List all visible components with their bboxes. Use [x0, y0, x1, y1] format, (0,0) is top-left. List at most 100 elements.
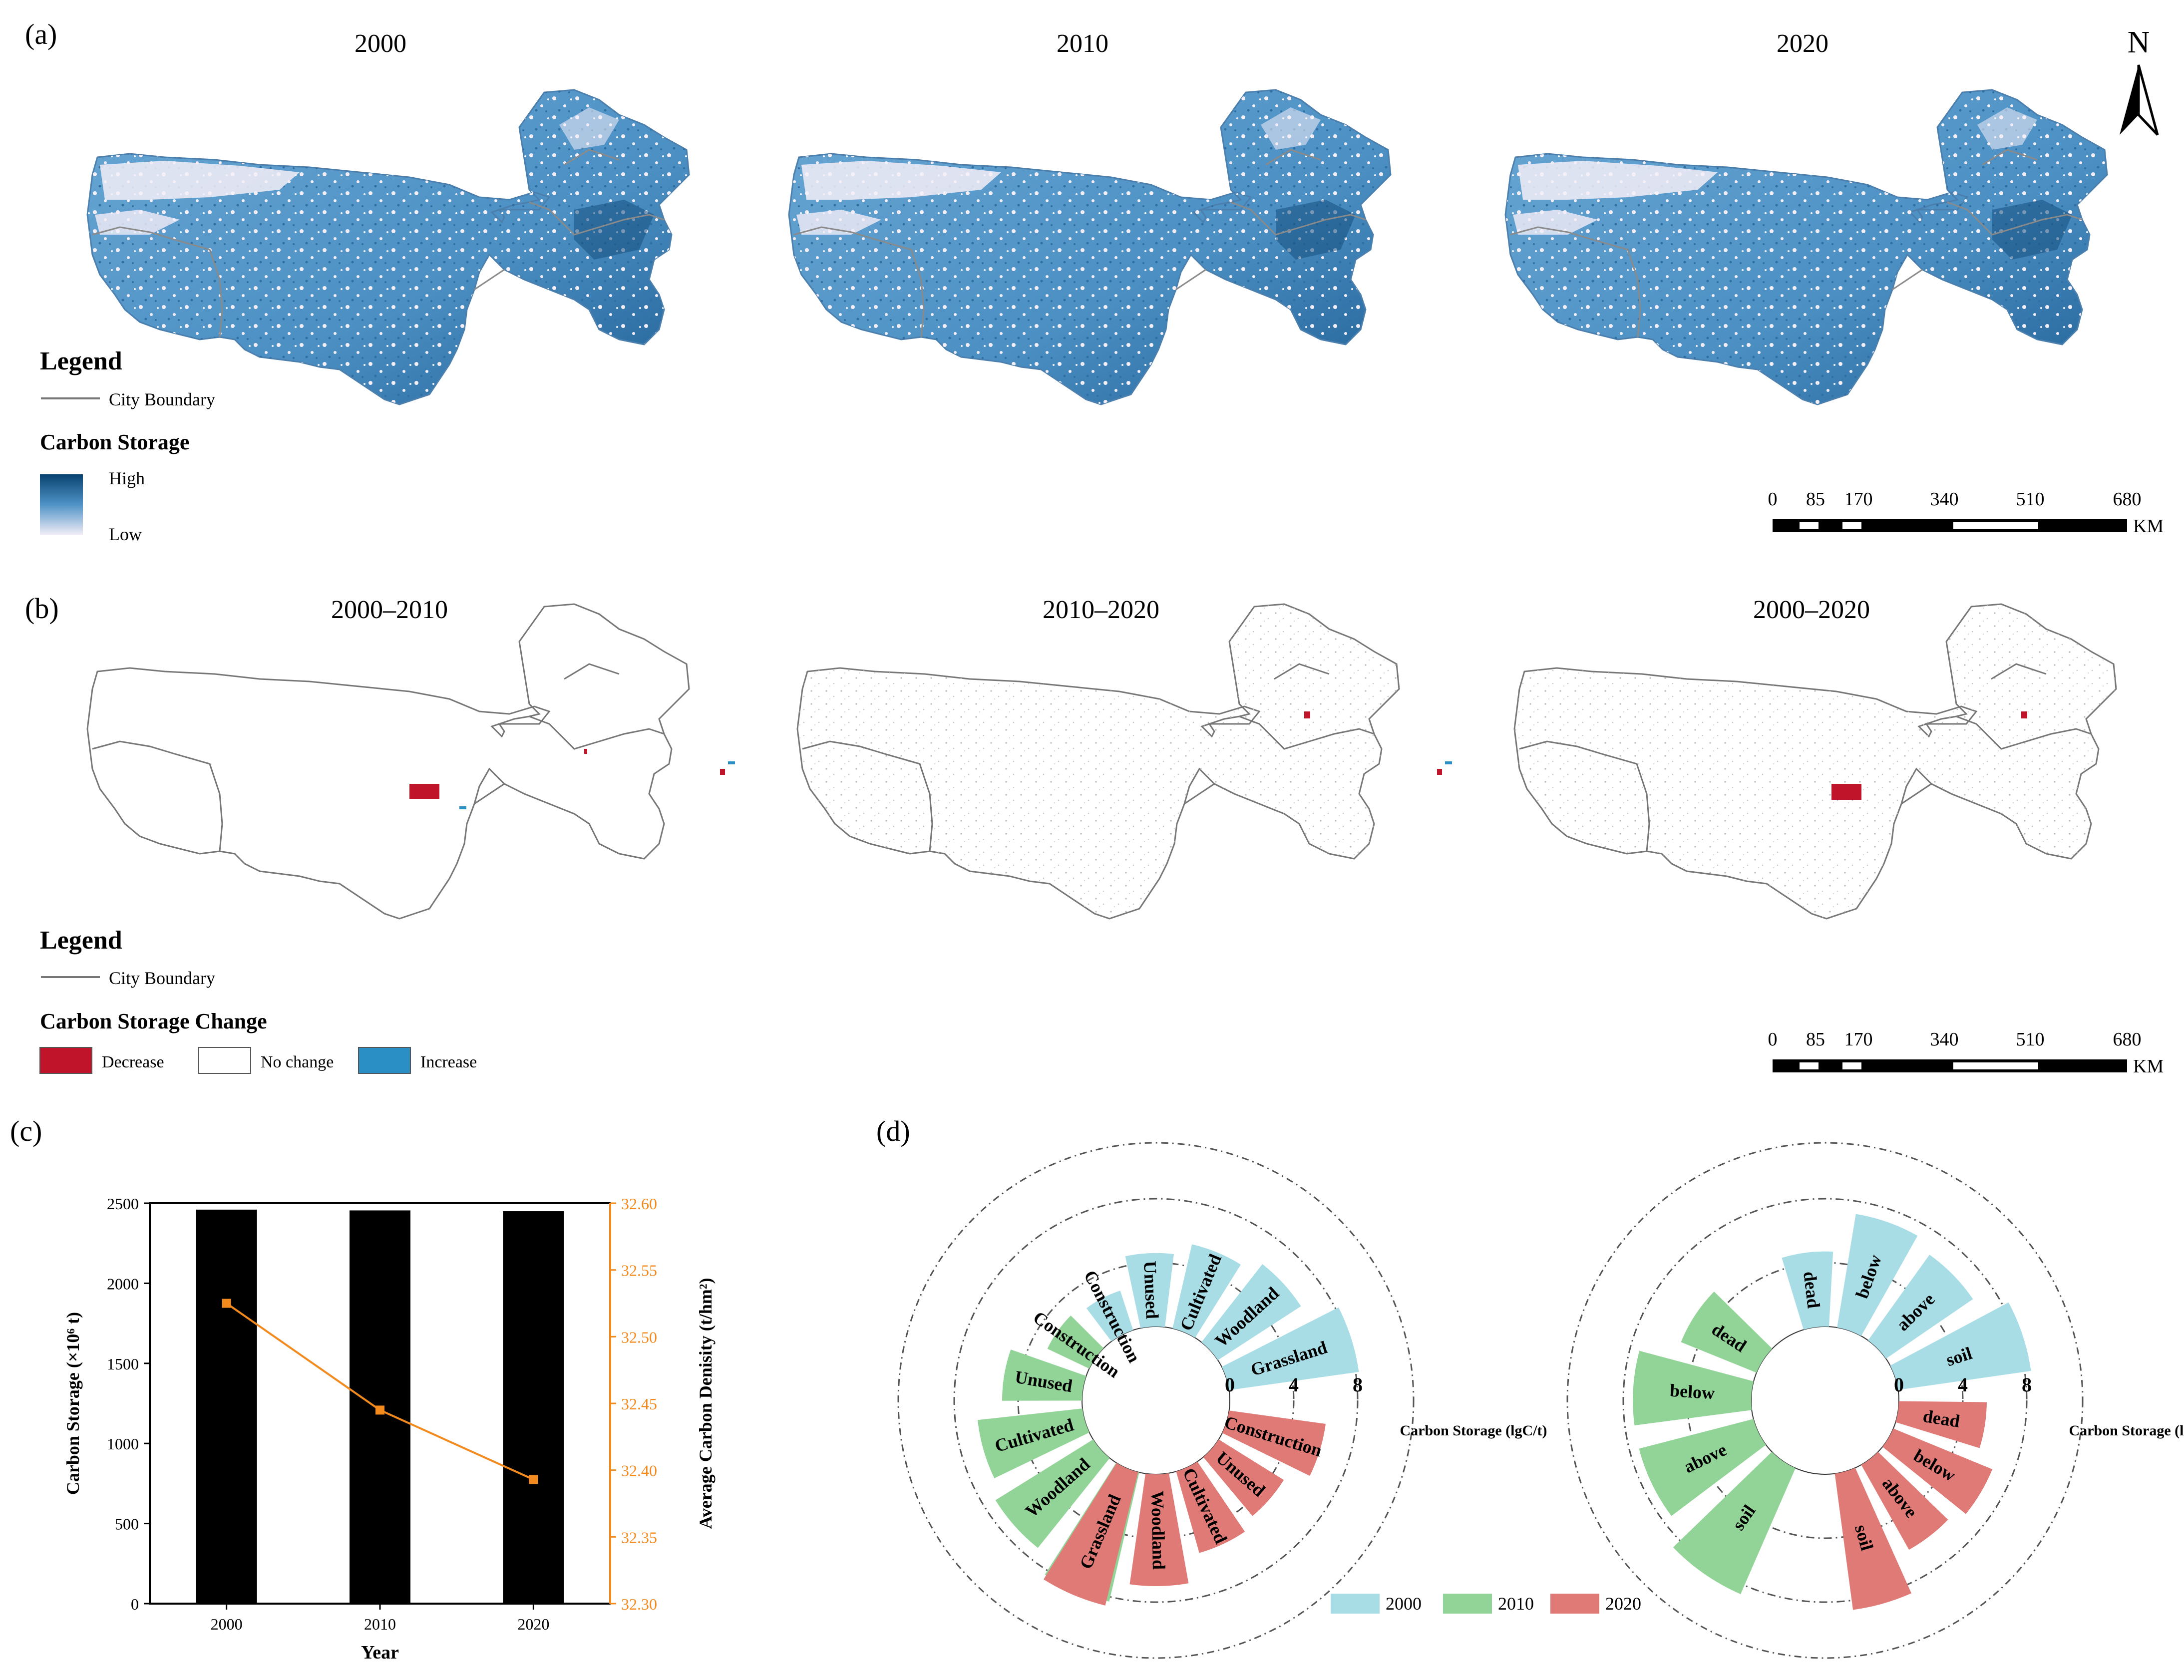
- legend-swatch-2000: [1331, 1594, 1380, 1614]
- scale-tick-340: 340: [1930, 489, 1959, 510]
- north-arrow: N: [2120, 25, 2159, 136]
- bar-2010-Unused: [1002, 1349, 1087, 1401]
- decrease-patch: [1437, 769, 1442, 775]
- city-boundary: [1901, 783, 1932, 805]
- bar-2000-Unused: [1125, 1253, 1174, 1329]
- carbon-change-maps: [86, 603, 2117, 920]
- city-boundary: [1510, 226, 1641, 337]
- bar-2000-Construction: [1086, 1291, 1133, 1342]
- city-boundary: [1265, 149, 1321, 166]
- legend-a-title: Legend: [40, 347, 122, 375]
- scale-bar-segment: [1953, 522, 2038, 529]
- guide-circle: [953, 1198, 1359, 1603]
- y2-tick-label: 32.30: [621, 1595, 657, 1613]
- bar-2000: [196, 1209, 257, 1604]
- bar-2020-below: [1882, 1428, 1993, 1514]
- high-storage-area: [1276, 200, 1356, 260]
- scale-tick-0: 0: [1768, 1029, 1778, 1050]
- increase-patch: [459, 806, 466, 809]
- x-tick-label: 2020: [517, 1615, 549, 1633]
- city-boundary: [529, 201, 665, 236]
- bar-2000-Grassland: [1221, 1307, 1359, 1390]
- scale-unit: KM: [2133, 516, 2164, 537]
- y2-tick-label: 32.40: [621, 1462, 657, 1480]
- low-storage-area: [100, 161, 300, 200]
- decrease-patch: [584, 749, 587, 754]
- city-boundary: [1230, 201, 1366, 236]
- scale-tick-85: 85: [1806, 489, 1825, 510]
- low-label: Low: [109, 524, 142, 544]
- low-storage-area: [801, 161, 1001, 200]
- low-storage-area: [1977, 107, 2037, 150]
- city-boundary: [802, 740, 933, 852]
- city-boundary: [1239, 715, 1375, 750]
- bar-2020-Cultivated: [1176, 1461, 1245, 1553]
- inner-circle: [1082, 1326, 1230, 1475]
- nochange-label: No change: [261, 1053, 334, 1071]
- radial-tick-0: 0: [1225, 1373, 1235, 1396]
- panel-c-label: (c): [10, 1115, 42, 1147]
- carbon-storage-gradient: [40, 474, 83, 535]
- bar-2020-Unused: [1203, 1439, 1284, 1516]
- bar-2020-dead: [1895, 1401, 1987, 1448]
- scale-tick-510: 510: [2016, 489, 2045, 510]
- city-boundary: [1956, 715, 2092, 750]
- radial-axis-label: Carbon Storage (lgC/t): [1400, 1422, 1547, 1439]
- y2-tick-label: 32.50: [621, 1328, 657, 1346]
- year-2020-title: 2020: [1777, 29, 1828, 58]
- carbon-change-legend-title: Carbon Storage Change: [40, 1009, 267, 1033]
- radial-tick-4: 4: [1289, 1373, 1299, 1396]
- y2-tick-label: 32.35: [621, 1528, 657, 1546]
- y2-tick-label: 32.45: [621, 1395, 657, 1413]
- city-boundary: [474, 269, 505, 291]
- radial-tick-8: 8: [2022, 1373, 2032, 1396]
- city-boundary: [474, 783, 505, 805]
- y-tick-label: 500: [115, 1515, 139, 1533]
- bar-label-2000-dead: dead: [1800, 1270, 1824, 1309]
- radial-tick-8: 8: [1353, 1373, 1363, 1396]
- bar-2020-soil: [1834, 1468, 1912, 1610]
- city-boundary: [1982, 149, 2038, 166]
- increase-swatch: [358, 1047, 411, 1074]
- x-tick-label: 2000: [211, 1615, 243, 1633]
- inner-circle: [1751, 1326, 1899, 1475]
- bar-2020-above: [1861, 1452, 1948, 1550]
- legend-label-2000: 2000: [1386, 1594, 1422, 1614]
- x-tick-label: 2010: [364, 1615, 396, 1633]
- change-map-0: [86, 603, 690, 920]
- scale-bar-a: 0 85 170 340 510 680 KM: [1768, 489, 2164, 537]
- bar-2020-Woodland: [1129, 1473, 1189, 1586]
- year-2010-title: 2010: [1057, 29, 1108, 58]
- decrease-label: Decrease: [102, 1053, 164, 1071]
- minor-change-texture: [797, 604, 1399, 919]
- city-boundary: [92, 226, 223, 337]
- city-boundary: [529, 715, 665, 750]
- city-boundary: [1274, 663, 1330, 680]
- city-boundary-label-b: City Boundary: [109, 968, 215, 988]
- carbon-storage-bar-chart: 0 500 1000 1500 2000 2500 2000 2010 2020 Year Carb…: [63, 1195, 716, 1663]
- decrease-patch: [409, 784, 439, 799]
- radial-legend: 2000 2010 2020: [1331, 1594, 1641, 1614]
- city-boundary: [1892, 269, 1923, 291]
- scale-bar-segment: [1800, 1062, 1819, 1069]
- y2-axis-label: Average Carbon Denisity (t/hm²): [696, 1278, 716, 1529]
- carbon-map-2010: [788, 89, 1392, 405]
- bar-2000-Cultivated: [1172, 1244, 1241, 1338]
- y-tick-label: 2500: [107, 1195, 139, 1213]
- scale-bar-body: [1773, 1059, 2127, 1072]
- scale-tick-0: 0: [1768, 489, 1778, 510]
- y-tick-label: 1500: [107, 1355, 139, 1373]
- change-map-1: [720, 603, 1400, 920]
- city-boundary: [793, 226, 925, 337]
- bar-2000-above: [1868, 1255, 1973, 1359]
- decrease-swatch: [39, 1047, 92, 1074]
- carbon-map-2000: [86, 89, 690, 405]
- bar-label-2010-below: below: [1669, 1380, 1715, 1403]
- bar-2010-Cultivated: [977, 1408, 1090, 1478]
- bar-2010-below: [1633, 1350, 1754, 1425]
- legend-label-2020: 2020: [1605, 1594, 1641, 1614]
- guide-circle: [1622, 1198, 2028, 1603]
- radial-tick-0: 0: [1894, 1373, 1904, 1396]
